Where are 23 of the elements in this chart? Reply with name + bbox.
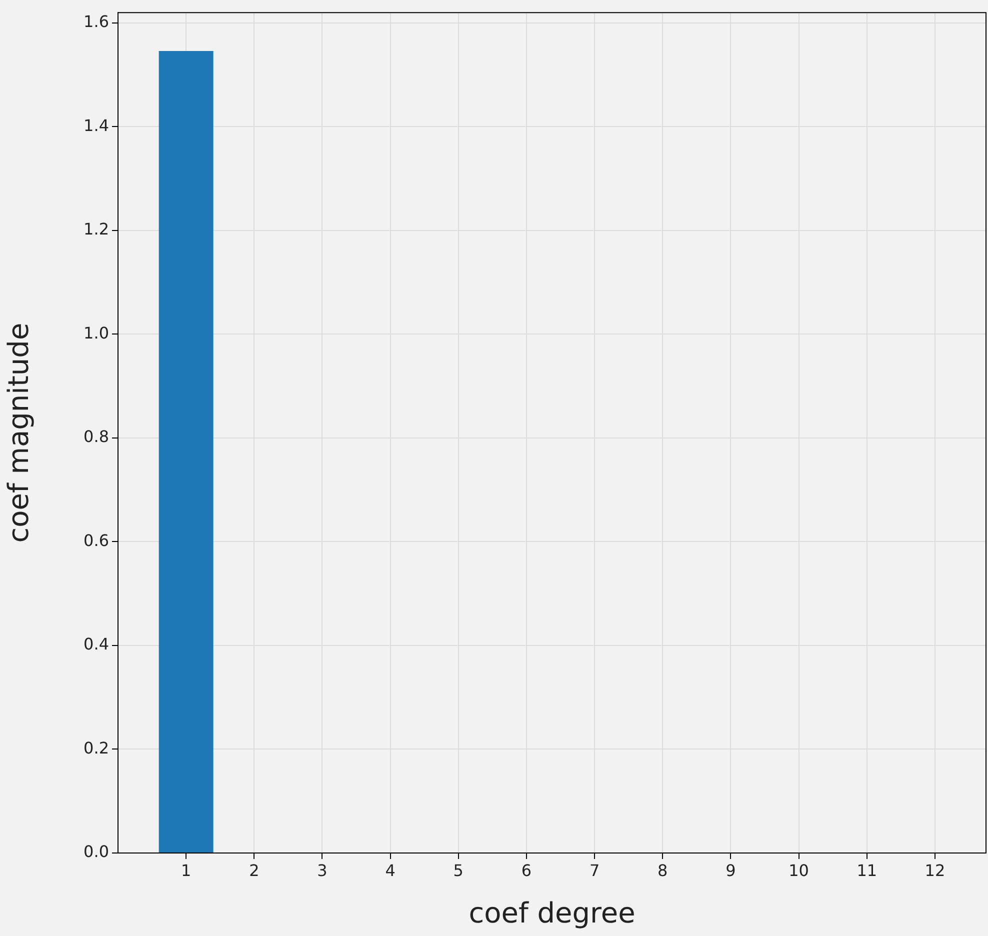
x-tick-label: 5 <box>453 860 464 880</box>
x-tick-label: 8 <box>658 860 668 880</box>
x-tick-label: 10 <box>788 860 809 880</box>
y-tick-label: 1.2 <box>84 220 109 239</box>
y-tick-label: 0.4 <box>84 634 109 654</box>
x-tick-label: 6 <box>521 860 532 880</box>
y-tick-label: 0.2 <box>84 738 109 758</box>
y-tick-label: 0.0 <box>84 842 109 862</box>
x-tick-label: 9 <box>726 860 736 880</box>
y-tick-label: 1.4 <box>84 116 109 135</box>
y-tick-label: 0.6 <box>84 530 109 550</box>
x-tick-label: 4 <box>385 860 396 880</box>
x-tick-label: 7 <box>589 860 600 880</box>
y-axis-title: coef magnitude <box>2 322 36 543</box>
x-tick-label: 1 <box>180 860 192 880</box>
x-tick-label: 11 <box>856 860 878 880</box>
x-tick-label: 12 <box>924 860 946 880</box>
y-tick-label: 1.6 <box>84 12 109 32</box>
x-axis-title: coef degree <box>468 896 636 930</box>
x-tick-label: 3 <box>317 860 328 880</box>
y-tick-label: 1.0 <box>84 323 109 342</box>
y-tick-label: 0.8 <box>84 427 109 446</box>
x-tick-label: 2 <box>249 860 260 880</box>
